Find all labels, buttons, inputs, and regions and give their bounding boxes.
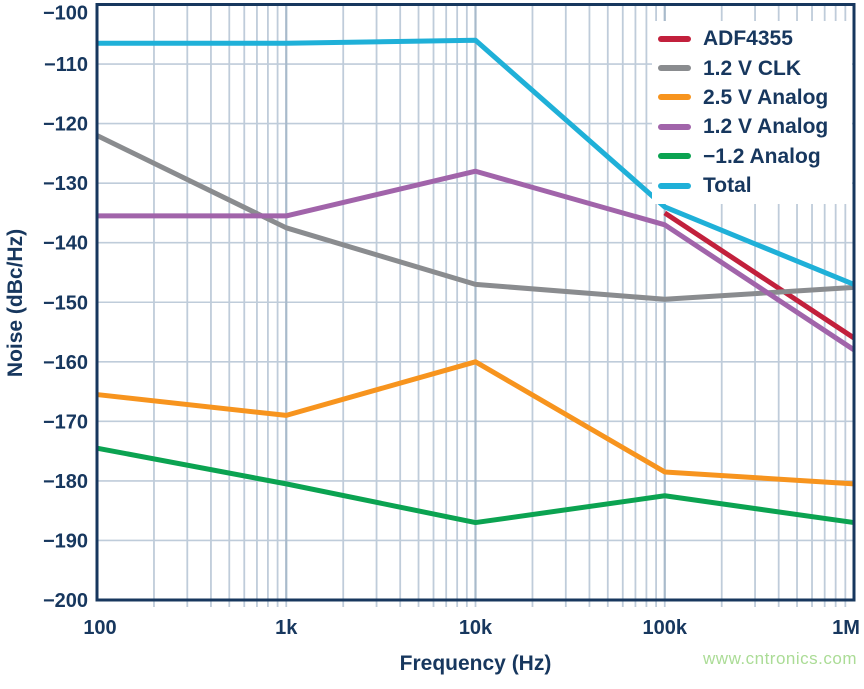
- legend-item-adf4355: ADF4355: [658, 24, 852, 53]
- legend-label: 1.2 V Analog: [703, 115, 829, 139]
- legend-swatch: [658, 65, 691, 72]
- y-tick-label: −180: [43, 471, 88, 493]
- legend-label: Total: [703, 174, 752, 198]
- y-axis-title: Noise (dBc/Hz): [4, 228, 27, 378]
- y-tick-label: −170: [43, 411, 88, 433]
- series-line-2-5-v-analog: [96, 359, 855, 487]
- legend-swatch: [658, 94, 691, 101]
- series-line--1-2-analog: [96, 445, 855, 526]
- legend: ADF4355 1.2 V CLK 2.5 V Analog 1.2 V Analog…: [652, 21, 852, 205]
- legend-label: 1.2 V CLK: [703, 56, 802, 80]
- series-line-1-2-v-clk: [95, 133, 855, 302]
- y-tick-label: −140: [43, 233, 88, 255]
- y-tick-label: −120: [43, 114, 88, 136]
- legend-swatch: [658, 153, 691, 160]
- legend-item-2-5-v-analog: 2.5 V Analog: [658, 83, 852, 112]
- y-tick-label: −200: [43, 590, 88, 612]
- y-tick-label: −100: [43, 3, 88, 25]
- legend-swatch: [658, 123, 691, 130]
- y-tick-label: −110: [44, 54, 88, 76]
- x-tick-label: 100: [83, 617, 116, 639]
- legend-swatch: [658, 182, 691, 189]
- y-tick-label: −160: [43, 352, 88, 374]
- y-tick-label: −130: [43, 173, 88, 195]
- y-tick-label: −190: [43, 530, 88, 552]
- legend-label: −1.2 Analog: [703, 144, 821, 168]
- legend-item--1-2-analog: −1.2 Analog: [658, 142, 852, 171]
- legend-label: ADF4355: [703, 27, 793, 51]
- x-tick-label: 1k: [275, 617, 298, 639]
- series-line-adf4355: [663, 210, 856, 341]
- legend-label: 2.5 V Analog: [703, 85, 829, 109]
- legend-item-1-2-v-clk: 1.2 V CLK: [658, 53, 852, 82]
- x-axis-title: Frequency (Hz): [399, 652, 552, 675]
- x-tick-label: 10k: [459, 617, 493, 639]
- legend-item-total: Total: [658, 171, 852, 200]
- x-tick-label: 100k: [643, 617, 688, 639]
- y-tick-label: −150: [43, 292, 88, 314]
- legend-item-1-2-v-analog: 1.2 V Analog: [658, 112, 852, 141]
- series-line-1-2-v-analog: [97, 168, 856, 352]
- series-line-total: [97, 37, 855, 287]
- plot-frame: [95, 3, 856, 602]
- watermark: www.cntronics.com: [703, 649, 857, 668]
- legend-swatch: [658, 35, 691, 42]
- x-tick-label: 1M: [832, 617, 860, 639]
